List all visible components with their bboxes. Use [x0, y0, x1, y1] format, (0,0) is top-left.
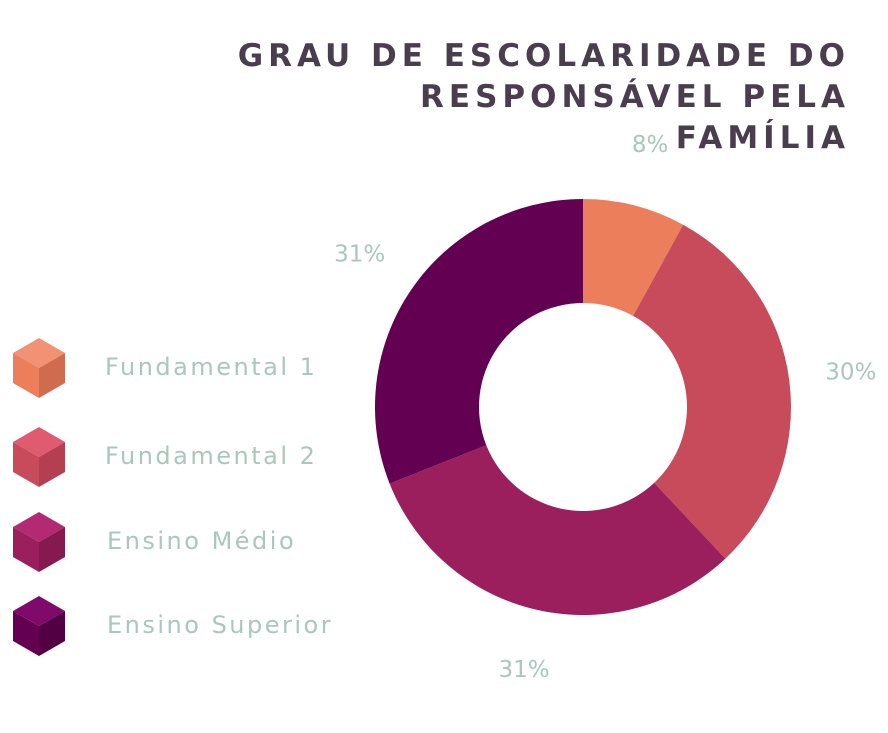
percentage-labels: 8% 30% 31% 31% — [334, 132, 876, 683]
donut-slice-1 — [583, 199, 684, 316]
donut-slice-3 — [389, 445, 726, 616]
legend-cube-icon-2 — [13, 427, 65, 487]
legend-label-2: Fundamental 2 — [105, 442, 317, 470]
donut-slice-4 — [374, 199, 583, 484]
legend-label-1: Fundamental 1 — [105, 353, 317, 381]
donut-slices — [374, 199, 791, 616]
legend-cube-icon-1 — [13, 338, 65, 398]
percentage-label-3: 31% — [499, 657, 550, 683]
legend-cube-icon-4 — [13, 596, 65, 656]
legend-cube-icon-3 — [13, 512, 65, 572]
legend-label-3: Ensino Médio — [107, 527, 296, 555]
donut-slice-2 — [633, 224, 791, 559]
chart-title-line-1: GRAU DE ESCOLARIDADE DO — [237, 38, 850, 74]
legend-label-4: Ensino Superior — [107, 611, 333, 639]
legend: Fundamental 1 Fundamental 2 Ensino Médio En… — [13, 338, 333, 656]
percentage-label-1: 8% — [632, 132, 669, 158]
chart-title-line-2: RESPONSÁVEL PELA FAMÍLIA — [420, 79, 850, 156]
percentage-label-4: 31% — [334, 242, 385, 268]
chart-title: GRAU DE ESCOLARIDADE DO RESPONSÁVEL PELA… — [230, 36, 850, 159]
percentage-label-2: 30% — [825, 360, 876, 386]
